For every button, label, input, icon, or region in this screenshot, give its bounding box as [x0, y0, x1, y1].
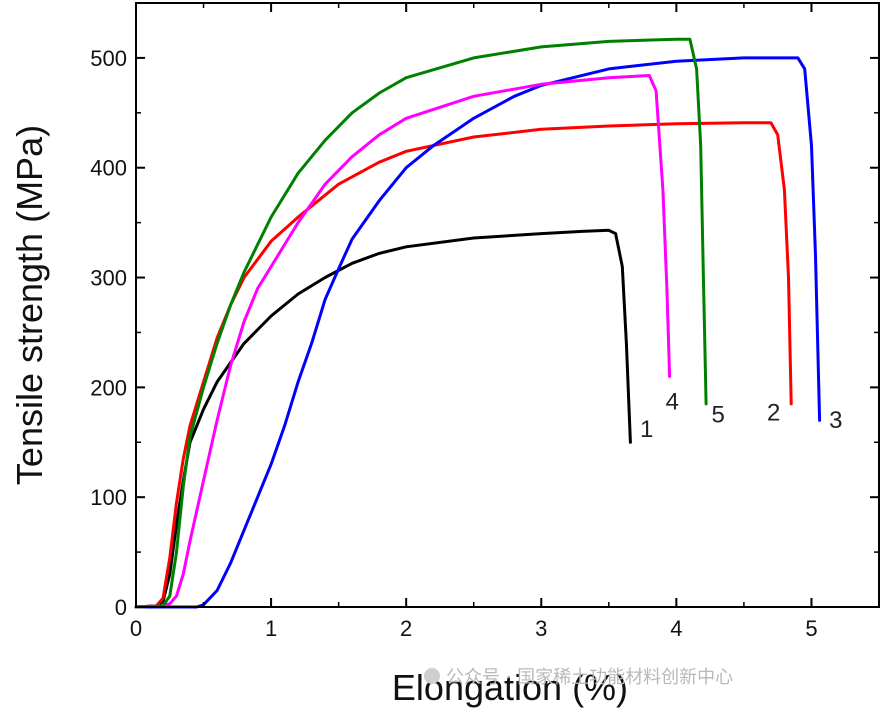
axis-tick-labels: 0 1 2 3 4 5 0 100 200 300 400 500	[90, 46, 817, 641]
series-group	[134, 37, 822, 609]
watermark-text: 公众号 · 国家稀土功能材料创新中心	[446, 667, 733, 688]
watermark: 公众号 · 国家稀土功能材料创新中心	[424, 667, 733, 688]
curve-label-2: 2	[767, 399, 780, 426]
curve-number-labels: 14 5 2 3	[640, 388, 842, 442]
curve-label-3: 3	[829, 407, 842, 434]
y-tick-label: 100	[90, 485, 127, 510]
curve-label-5: 5	[712, 402, 725, 429]
y-tick-label: 400	[90, 156, 127, 181]
curve-label-1: 1	[640, 416, 653, 443]
axis-ticks	[135, 3, 879, 608]
plot-frame	[135, 2, 880, 608]
y-tick-label: 0	[115, 595, 127, 620]
x-tick-label: 0	[130, 616, 142, 641]
y-tick-label: 500	[90, 46, 127, 71]
x-tick-label: 4	[670, 616, 682, 641]
watermark-logo-icon	[424, 668, 440, 684]
curve-label-4: 4	[666, 388, 679, 415]
series-line-5	[134, 37, 708, 609]
series-line-2	[134, 121, 793, 609]
y-axis-title: Tensile strength (MPa)	[9, 125, 50, 485]
series-line-1	[134, 228, 632, 609]
series-line-4	[134, 74, 672, 609]
x-tick-label: 2	[400, 616, 412, 641]
x-tick-label: 3	[535, 616, 547, 641]
y-tick-label: 200	[90, 375, 127, 400]
x-tick-label: 1	[265, 616, 277, 641]
x-tick-label: 5	[805, 616, 817, 641]
series-line-3	[134, 56, 822, 609]
y-tick-label: 300	[90, 266, 127, 291]
